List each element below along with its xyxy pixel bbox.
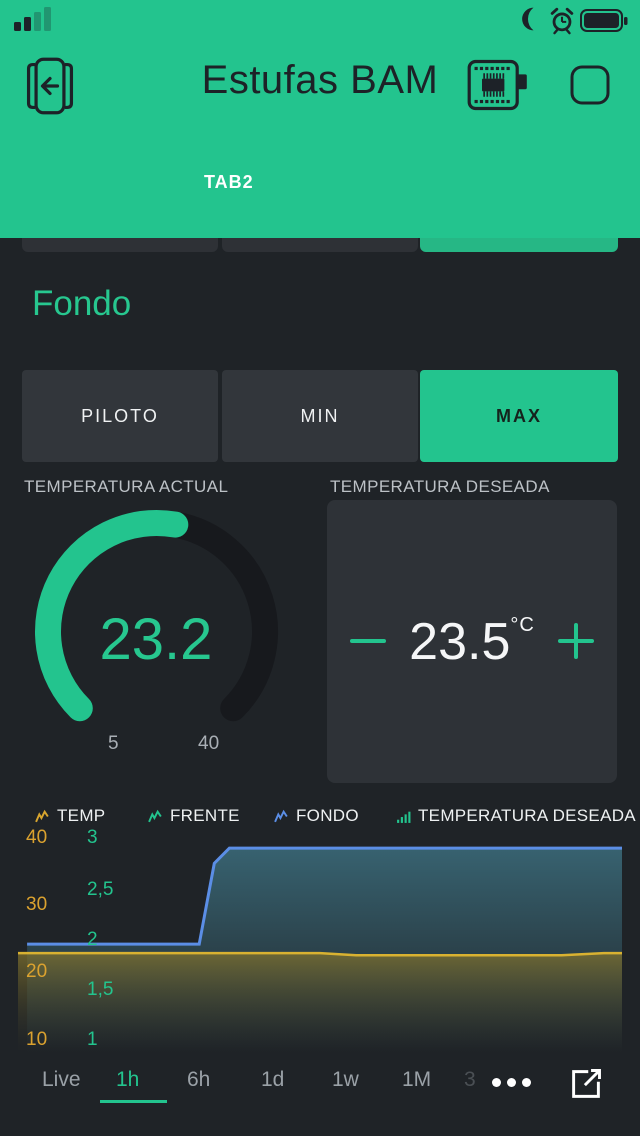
stop-button-icon[interactable] <box>569 64 611 106</box>
left-axis-tick: 30 <box>26 894 48 915</box>
moon-icon <box>522 7 534 31</box>
mode-button-max[interactable]: MAX <box>420 370 618 462</box>
battery-icon <box>580 9 628 32</box>
green-axis-tick: 1 <box>87 1029 98 1050</box>
time-range-1d[interactable]: 1d <box>261 1068 285 1091</box>
green-axis-tick: 2 <box>87 929 98 950</box>
section-heading: Fondo <box>32 284 132 323</box>
left-axis-tick: 40 <box>26 827 48 848</box>
stepper-value: 23.5°C <box>327 612 617 672</box>
devices-chip-icon[interactable] <box>466 58 530 112</box>
increment-button[interactable] <box>555 620 597 662</box>
time-range-1h[interactable]: 1h <box>116 1068 140 1091</box>
history-chart-canvas[interactable] <box>0 830 640 1055</box>
green-axis-tick: 1,5 <box>87 979 114 1000</box>
time-range-6h[interactable]: 6h <box>187 1068 211 1091</box>
alarm-clock-icon <box>550 7 574 35</box>
stepper-widget: 23.5°C <box>327 500 617 783</box>
peek-button-left[interactable] <box>22 238 218 252</box>
stepper-unit: °C <box>510 614 535 636</box>
signal-strength-icon <box>14 7 58 31</box>
stepper-title: TEMPERATURA DESEADA <box>330 477 550 496</box>
gauge-arc <box>35 509 278 722</box>
fullscreen-expand-icon[interactable] <box>568 1066 604 1102</box>
left-axis-tick: 20 <box>26 961 48 982</box>
peek-button-right[interactable] <box>420 238 618 252</box>
time-range-1m[interactable]: 1M <box>402 1068 432 1091</box>
sparkline-icon <box>35 809 49 822</box>
stepper-value-number: 23.5 <box>409 613 511 671</box>
minus-icon <box>350 639 386 643</box>
tab-tab2[interactable]: TAB2 <box>204 172 254 192</box>
more-options-icon[interactable] <box>492 1078 531 1087</box>
green-axis-tick: 3 <box>87 827 98 848</box>
time-range-3m[interactable]: 3M <box>464 1068 477 1091</box>
active-range-underline <box>100 1100 167 1103</box>
page-title: Estufas BAM <box>201 58 439 102</box>
gauge-max-label: 40 <box>198 733 220 754</box>
exit-app-icon[interactable] <box>22 56 78 116</box>
bar-chart-icon <box>397 811 411 823</box>
legend-item-frente[interactable]: FRENTE <box>148 806 240 826</box>
legend-item-temperatura-deseada[interactable]: TEMPERATURA DESEADA <box>396 806 636 826</box>
time-range-live[interactable]: Live <box>42 1068 81 1091</box>
sparkline-icon <box>274 809 288 822</box>
legend-item-temp[interactable]: TEMP <box>35 806 105 826</box>
time-range-1w[interactable]: 1w <box>332 1068 359 1091</box>
sparkline-icon <box>148 809 162 822</box>
gauge-min-label: 5 <box>108 733 119 754</box>
decrement-button[interactable] <box>347 620 389 662</box>
mode-button-piloto[interactable]: PILOTO <box>22 370 218 462</box>
gauge-title: TEMPERATURA ACTUAL <box>24 477 229 496</box>
mode-button-min[interactable]: MIN <box>222 370 418 462</box>
legend-item-fondo[interactable]: FONDO <box>274 806 359 826</box>
gauge-value: 23.2 <box>99 607 213 672</box>
peek-button-middle[interactable] <box>222 238 418 252</box>
header: Estufas BAM TAB2 <box>0 0 640 238</box>
green-axis-tick: 2,5 <box>87 879 114 900</box>
left-axis-tick: 10 <box>26 1029 48 1050</box>
